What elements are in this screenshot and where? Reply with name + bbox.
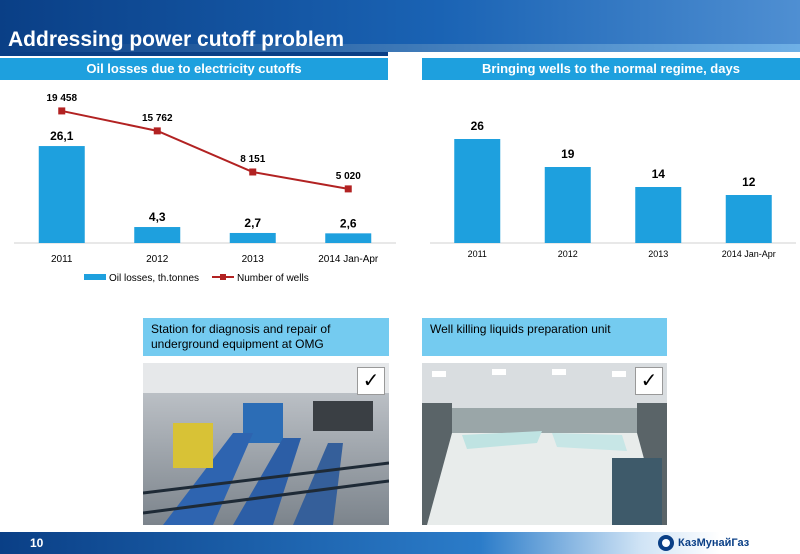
page-number: 10 (30, 536, 44, 550)
left-chart-header: Oil losses due to electricity cutoffs (0, 58, 388, 80)
wells-point-3 (344, 185, 352, 193)
kazmunaigas-logo: КазМунайГаз (658, 535, 750, 551)
bar-label-days-2: 14 (652, 167, 666, 181)
check-mark-icon: ✓ (357, 367, 385, 395)
bar-oil-losses-0 (38, 146, 85, 243)
wells-point-0 (58, 107, 66, 115)
title-underline (0, 52, 388, 56)
wells-label-0: 19 458 (46, 93, 77, 104)
legend-label-wells: Number of wells (237, 273, 309, 284)
top-banner (0, 0, 800, 52)
bar-days-0 (454, 139, 501, 243)
bar-label-days-0: 26 (471, 119, 485, 133)
legend-label-oil-losses: Oil losses, th.tonnes (109, 273, 199, 284)
x-tick-label-1: 2012 (558, 249, 578, 259)
diagnosis-station-photo: ✓ (143, 363, 389, 525)
check-mark-icon: ✓ (635, 367, 663, 395)
wells-label-1: 15 762 (142, 113, 173, 124)
bar-oil-losses-2 (229, 232, 276, 243)
svg-text:КазМунайГаз: КазМунайГаз (678, 537, 750, 549)
wells-point-1 (153, 127, 161, 135)
x-tick-label-0: 2011 (468, 249, 487, 259)
legend-swatch-oil-losses (84, 274, 106, 280)
x-tick-label-1: 2012 (146, 254, 169, 265)
bar-days-1 (544, 167, 591, 243)
page-title: Addressing power cutoff problem (8, 28, 345, 51)
wells-line (61, 109, 349, 190)
bar-oil-losses-3 (325, 233, 372, 243)
bar-label-oil-losses-1: 4,3 (149, 210, 166, 224)
bar-label-oil-losses-2: 2,7 (244, 216, 261, 230)
wells-label-2: 8 151 (240, 154, 265, 165)
caption-liquids-unit: Well killing liquids preparation unit (422, 318, 667, 356)
x-tick-label-2: 2013 (242, 254, 265, 265)
caption-diagnosis-station: Station for diagnosis and repair of unde… (143, 318, 389, 356)
wells-regime-chart: 26 2011 19 2012 14 2013 12 2014 Jan-Apr (430, 119, 796, 259)
bar-label-oil-losses-3: 2,6 (340, 216, 357, 230)
bar-days-3 (725, 195, 772, 243)
footer-bar (0, 532, 800, 554)
bar-oil-losses-1 (134, 227, 181, 243)
right-chart-header: Bringing wells to the normal regime, day… (422, 58, 800, 80)
legend-marker-wells (220, 274, 226, 280)
bar-label-oil-losses-0: 26,1 (50, 129, 74, 143)
x-tick-label-3: 2014 Jan-Apr (318, 254, 379, 265)
bar-label-days-3: 12 (742, 175, 756, 189)
wells-point-2 (249, 168, 257, 176)
x-tick-label-2: 2013 (648, 249, 668, 259)
liquids-unit-photo: ✓ (422, 363, 667, 525)
oil-losses-chart: 26,1 2011 4,3 2012 2,7 2013 2,6 2014 Jan-Apr 19 … (14, 93, 396, 284)
x-tick-label-0: 2011 (51, 254, 73, 265)
wells-label-3: 5 020 (336, 171, 361, 182)
bar-label-days-1: 19 (561, 147, 575, 161)
x-tick-label-3: 2014 Jan-Apr (722, 249, 776, 259)
bar-days-2 (635, 187, 682, 243)
